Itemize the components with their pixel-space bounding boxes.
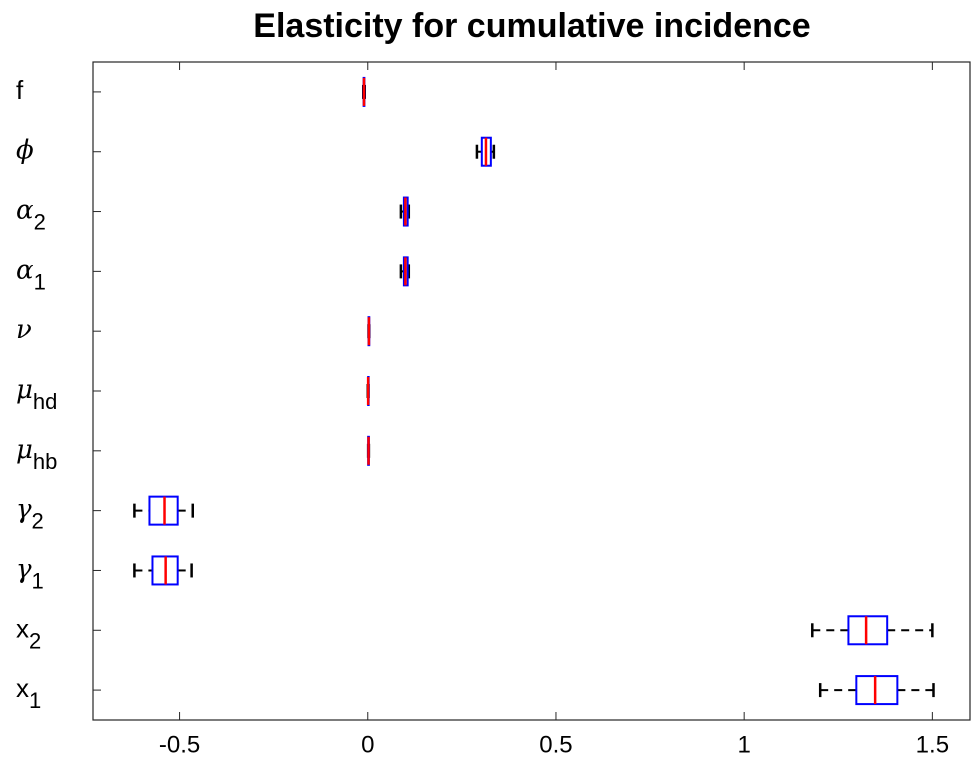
chart-title: Elasticity for cumulative incidence xyxy=(253,7,810,45)
y-tick-label: x1 xyxy=(16,673,41,713)
category-symbol: α xyxy=(16,196,34,226)
y-tick-label: f xyxy=(16,75,24,105)
y-tick-label: γ1 xyxy=(16,554,44,593)
x-tick-label: 0 xyxy=(361,731,374,758)
category-symbol: f xyxy=(16,75,24,105)
y-tick-label: μhd xyxy=(16,375,57,414)
x-tick-label: 0.5 xyxy=(539,731,572,758)
category-symbol: μ xyxy=(16,435,33,465)
category-symbol: x xyxy=(16,673,29,703)
y-tick-label: α2 xyxy=(16,196,46,235)
category-symbol: x xyxy=(16,613,29,643)
y-tick-label: α1 xyxy=(16,255,46,294)
y-tick-label: γ2 xyxy=(16,495,44,534)
category-subscript: 1 xyxy=(32,568,44,593)
x-tick-label: 1.5 xyxy=(916,731,949,758)
category-symbol: ν xyxy=(16,315,32,345)
category-subscript: hd xyxy=(33,389,57,414)
y-tick-label: ν xyxy=(16,315,32,345)
y-tick-label: μhb xyxy=(16,435,57,474)
category-subscript: 1 xyxy=(34,269,46,294)
box xyxy=(847,615,889,646)
category-subscript: 2 xyxy=(32,508,44,533)
x-tick-label: 1 xyxy=(737,731,750,758)
x-tick-label: -0.5 xyxy=(159,731,200,758)
category-symbol: α xyxy=(16,255,34,285)
box xyxy=(855,675,899,706)
category-symbol: γ xyxy=(16,495,32,525)
category-subscript: hb xyxy=(33,449,57,474)
y-tick-label: x2 xyxy=(16,613,41,653)
y-tick-label: ϕ xyxy=(16,136,34,166)
category-symbol: μ xyxy=(16,375,33,405)
category-subscript: 1 xyxy=(29,688,41,713)
category-subscript: 2 xyxy=(34,209,46,234)
category-symbol: γ xyxy=(16,554,32,584)
category-subscript: 2 xyxy=(29,628,41,653)
category-symbol: ϕ xyxy=(16,136,34,166)
